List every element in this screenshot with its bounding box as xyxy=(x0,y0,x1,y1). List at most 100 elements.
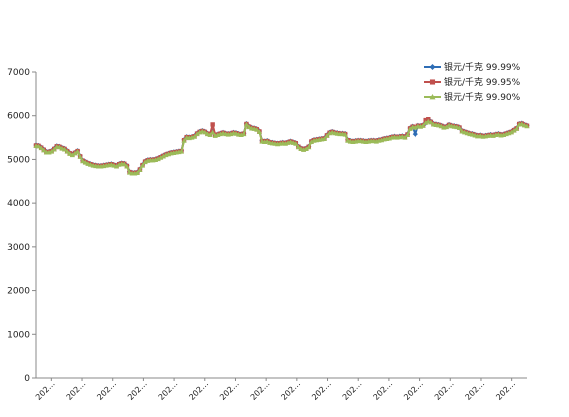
data-point xyxy=(155,156,161,162)
data-point xyxy=(324,133,330,138)
legend: 银元/千克 99.99% 银元/千克 99.95% 银元/千克 99.90% xyxy=(424,61,521,103)
data-point xyxy=(306,144,312,150)
y-tick-label: 0 xyxy=(24,374,30,384)
data-point xyxy=(80,158,86,164)
x-tick-label: 202… xyxy=(279,379,302,402)
data-point xyxy=(264,138,270,144)
data-point xyxy=(295,144,301,150)
data-point xyxy=(61,146,68,152)
y-tick-label: 3000 xyxy=(7,243,30,253)
data-point xyxy=(428,119,434,125)
legend-label: 银元/千克 99.90% xyxy=(444,91,521,103)
data-point xyxy=(48,148,55,154)
data-point xyxy=(423,120,429,125)
data-point xyxy=(121,161,127,167)
data-point xyxy=(256,129,263,134)
legend-marker xyxy=(429,64,436,70)
x-tick-label: 202… xyxy=(464,379,487,402)
data-point xyxy=(51,146,57,152)
x-tick-label: 202… xyxy=(65,379,88,402)
data-point xyxy=(246,124,252,130)
data-point xyxy=(139,162,146,168)
data-point xyxy=(35,143,42,149)
data-point xyxy=(456,125,463,131)
x-axis: 202… 202… 202… 202… 202… 202… 202… 202… 202… 202…… xyxy=(34,377,527,402)
data-point xyxy=(64,148,70,154)
data-point xyxy=(194,131,200,137)
data-point xyxy=(514,126,520,131)
data-point xyxy=(158,155,164,160)
data-point xyxy=(56,144,62,150)
x-tick-label: 202… xyxy=(310,379,333,402)
data-point xyxy=(160,153,166,159)
x-tick-label: 202… xyxy=(157,379,180,402)
data-point xyxy=(178,148,185,154)
legend-item: 银元/千克 99.99% xyxy=(424,61,521,73)
y-tick-label: 2000 xyxy=(7,287,30,297)
series-3 xyxy=(33,118,530,176)
data-point xyxy=(142,159,148,165)
y-tick-label: 1000 xyxy=(7,330,30,340)
data-point xyxy=(74,148,81,154)
data-point xyxy=(181,138,187,143)
data-point xyxy=(402,134,408,140)
data-point xyxy=(308,139,314,145)
data-point xyxy=(423,117,428,123)
data-point xyxy=(254,127,260,132)
y-tick-label: 6000 xyxy=(7,112,30,122)
data-point xyxy=(38,145,44,151)
data-point xyxy=(508,129,515,135)
legend-label: 银元/千克 99.99% xyxy=(444,61,521,73)
data-point xyxy=(243,121,250,127)
x-tick-label: 202… xyxy=(34,379,57,402)
data-point xyxy=(69,152,75,158)
x-tick-label: 202… xyxy=(341,379,364,402)
data-point xyxy=(420,123,426,128)
data-point xyxy=(524,123,530,129)
data-point xyxy=(443,124,450,130)
data-point xyxy=(293,141,299,146)
legend-marker xyxy=(429,79,436,85)
data-point xyxy=(210,129,216,135)
data-point xyxy=(404,132,411,138)
x-tick-label: 202… xyxy=(249,379,272,402)
data-point xyxy=(113,163,120,169)
y-axis: 0 1000 2000 3000 4000 5000 6000 7000 xyxy=(7,68,37,384)
x-tick-label: 202… xyxy=(95,379,118,402)
data-point xyxy=(137,167,143,172)
data-point xyxy=(321,136,327,141)
data-point xyxy=(82,159,88,165)
plot-area xyxy=(33,117,530,176)
x-tick-label: 202… xyxy=(371,379,394,402)
x-tick-label: 202… xyxy=(126,379,149,402)
x-tick-label: 202… xyxy=(494,379,517,402)
data-point xyxy=(412,131,418,137)
data-point xyxy=(210,122,215,127)
data-point xyxy=(41,147,47,153)
data-point xyxy=(412,124,418,130)
data-point xyxy=(124,163,130,169)
data-point xyxy=(67,151,73,156)
data-point xyxy=(519,121,525,127)
data-point xyxy=(438,123,444,129)
x-tick-label: 202… xyxy=(433,379,456,402)
data-point xyxy=(407,126,413,131)
data-point xyxy=(134,170,140,176)
y-tick-label: 5000 xyxy=(7,155,30,165)
x-tick-label: 202… xyxy=(187,379,210,402)
y-tick-label: 4000 xyxy=(7,199,30,209)
legend-label: 银元/千克 99.95% xyxy=(444,76,521,88)
data-point xyxy=(207,132,213,138)
y-tick-label: 7000 xyxy=(7,68,30,78)
legend-item: 银元/千克 99.90% xyxy=(424,91,521,103)
data-point xyxy=(511,127,517,133)
x-tick-label: 202… xyxy=(218,379,241,402)
data-point xyxy=(241,131,247,137)
data-point xyxy=(77,154,83,159)
data-point xyxy=(191,134,198,139)
x-tick-label: 202… xyxy=(402,379,425,402)
data-point xyxy=(72,150,78,156)
legend-item: 银元/千克 99.95% xyxy=(424,76,521,88)
data-point xyxy=(303,146,309,152)
